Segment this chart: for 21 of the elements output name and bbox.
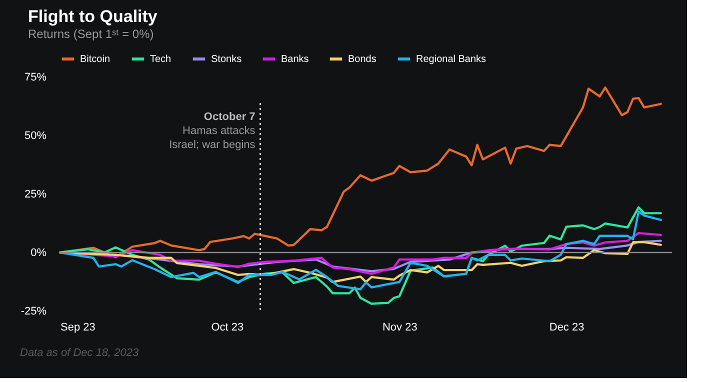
legend-label: Regional Banks xyxy=(416,54,486,65)
x-tick-label: Sep 23 xyxy=(60,322,96,334)
y-tick-label: 25% xyxy=(24,188,47,200)
line-series xyxy=(58,206,662,305)
y-tick-label: 50% xyxy=(24,130,47,142)
legend-label: Bitcoin xyxy=(80,54,110,65)
x-tick-label: Dec 23 xyxy=(549,322,584,334)
line-series xyxy=(58,210,662,290)
y-tick-label: 75% xyxy=(24,72,47,84)
x-tick-label: Oct 23 xyxy=(211,322,244,334)
legend-label: Stonks xyxy=(211,54,242,65)
y-tick-label: 0% xyxy=(30,247,47,259)
ref-line-label: October 7 Hamas attacks Israel; war begins xyxy=(169,111,256,151)
legend-label: Tech xyxy=(150,54,172,65)
chart-title: Flight to Quality xyxy=(28,7,158,26)
text: Data as of Dec 18, 2023 xyxy=(20,347,140,359)
y-tick-label: -25% xyxy=(20,306,47,318)
legend-label: Banks xyxy=(281,54,309,65)
chart-subtitle: Returns (Sept 1ˢᵗ = 0%) xyxy=(28,27,154,41)
legend-label: Bonds xyxy=(348,54,376,65)
x-tick-label: Nov 23 xyxy=(382,322,418,334)
